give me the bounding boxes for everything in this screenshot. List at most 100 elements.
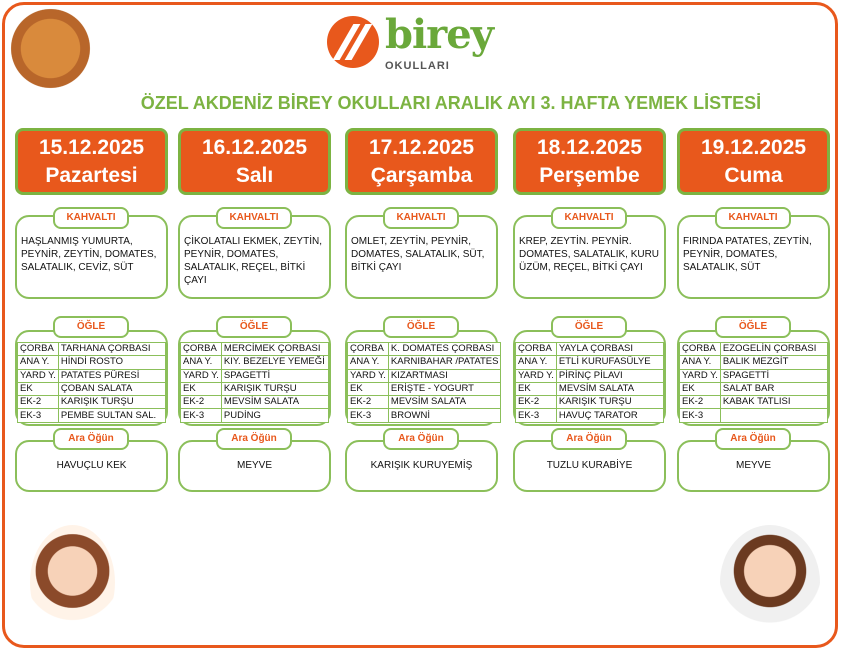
row-label: ÇORBA — [17, 341, 59, 357]
menu-row: YARD Y. PATATES PÜRESİ — [17, 368, 167, 383]
ara-ogun-tab: Ara Öğün — [715, 428, 791, 450]
row-value: ERİŞTE - YOGURT — [387, 381, 502, 397]
menu-row: ANA Y. HİNDİ ROSTO — [17, 355, 167, 370]
menu-row: ÇORBA MERCİMEK ÇORBASI — [180, 341, 330, 357]
menu-row: ÇORBA TARHANA ÇORBASI — [17, 341, 167, 357]
menu-row: ANA Y. KIY. BEZELYE YEMEĞİ — [180, 355, 330, 370]
girl-chef-mascot-image — [30, 525, 115, 640]
day-name: Pazartesi — [45, 164, 138, 187]
ogle-tab: ÖĞLE — [383, 316, 459, 338]
row-label: EK-3 — [17, 408, 59, 423]
date-header: 16.12.2025 Salı — [178, 128, 331, 195]
row-value — [719, 408, 829, 423]
row-value: YAYLA ÇORBASI — [555, 341, 665, 357]
menu-row: ANA Y. BALIK MEZGİT — [679, 355, 829, 370]
menu-row: EK-3 PUDİNG — [180, 408, 330, 423]
row-label: EK-2 — [347, 395, 389, 410]
row-label: YARD Y. — [347, 368, 389, 383]
row-value: BALIK MEZGİT — [719, 355, 829, 370]
page-title: ÖZEL AKDENİZ BİREY OKULLARI ARALIK AYI 3… — [140, 93, 762, 113]
menu-row: EK SALAT BAR — [679, 381, 829, 397]
day-name: Salı — [235, 164, 274, 187]
row-label: ÇORBA — [679, 341, 721, 357]
row-label: EK-2 — [679, 395, 721, 410]
date-text: 16.12.2025 — [201, 136, 308, 159]
menu-row: EK-3 PEMBE SULTAN SAL. — [17, 408, 167, 423]
row-label: EK-2 — [17, 395, 59, 410]
row-value: PATATES PÜRESİ — [57, 368, 167, 383]
kahvalti-tab: KAHVALTI — [551, 207, 627, 229]
row-label: EK — [347, 381, 389, 397]
row-value: MEVSİM SALATA — [220, 395, 330, 410]
menu-row: EK-3 BROWNİ — [347, 408, 502, 423]
menu-row: ÇORBA YAYLA ÇORBASI — [515, 341, 665, 357]
menu-row: ANA Y. ETLİ KURUFASÜLYE — [515, 355, 665, 370]
row-value: SALAT BAR — [719, 381, 829, 397]
row-label: EK — [679, 381, 721, 397]
row-value: HİNDİ ROSTO — [57, 355, 167, 370]
row-label: EK-3 — [679, 408, 721, 423]
row-label: ANA Y. — [347, 355, 389, 370]
menu-row: YARD Y. SPAGETTİ — [180, 368, 330, 383]
menu-row: EK MEVSİM SALATA — [515, 381, 665, 397]
ogle-table: ÇORBA YAYLA ÇORBASI ANA Y. ETLİ KURUFASÜLYE… — [515, 341, 665, 423]
row-value: KARIŞIK TURŞU — [555, 395, 665, 410]
ara-ogun-tab: Ara Öğün — [216, 428, 292, 450]
ara-ogun-tab: Ara Öğün — [383, 428, 459, 450]
row-value: ÇOBAN SALATA — [57, 381, 167, 397]
boy-chef-mascot-image — [720, 525, 820, 640]
row-label: ANA Y. — [180, 355, 222, 370]
date-text: 17.12.2025 — [368, 136, 475, 159]
menu-row: EK KARIŞIK TURŞU — [180, 381, 330, 397]
menu-row: EK-2 MEVSİM SALATA — [347, 395, 502, 410]
kahvalti-tab: KAHVALTI — [383, 207, 459, 229]
ogle-table: ÇORBA K. DOMATES ÇORBASI ANA Y. KARNIBAHAR … — [347, 341, 502, 423]
menu-row: EK-2 KABAK TATLISI — [679, 395, 829, 410]
row-label: ÇORBA — [347, 341, 389, 357]
ogle-table: ÇORBA TARHANA ÇORBASI ANA Y. HİNDİ ROSTO YAR… — [17, 341, 167, 423]
row-label: ANA Y. — [679, 355, 721, 370]
row-value: SPAGETTİ — [220, 368, 330, 383]
menu-row: EK-2 MEVSİM SALATA — [180, 395, 330, 410]
menu-row: ANA Y. KARNIBAHAR /PATATES — [347, 355, 502, 370]
ogle-tab: ÖĞLE — [715, 316, 791, 338]
row-label: ANA Y. — [17, 355, 59, 370]
ara-ogun-tab: Ara Öğün — [551, 428, 627, 450]
row-value: PEMBE SULTAN SAL. — [57, 408, 167, 423]
row-value: TARHANA ÇORBASI — [57, 341, 167, 357]
row-value: KARNIBAHAR /PATATES — [387, 355, 502, 370]
row-value: KARIŞIK TURŞU — [57, 395, 167, 410]
kahvalti-tab: KAHVALTI — [216, 207, 292, 229]
day-name: Çarşamba — [370, 164, 473, 187]
row-label: ÇORBA — [180, 341, 222, 357]
date-text: 18.12.2025 — [536, 136, 643, 159]
row-value: PUDİNG — [220, 408, 330, 423]
row-value: MERCİMEK ÇORBASI — [220, 341, 330, 357]
ogle-tab: ÖĞLE — [551, 316, 627, 338]
menu-row: EK-3 HAVUÇ TARATOR — [515, 408, 665, 423]
birey-logo-icon — [327, 15, 379, 68]
row-label: EK-2 — [515, 395, 557, 410]
row-value: MEVSİM SALATA — [555, 381, 665, 397]
row-label: EK-3 — [180, 408, 222, 423]
row-value: HAVUÇ TARATOR — [555, 408, 665, 423]
date-header: 18.12.2025 Perşembe — [513, 128, 666, 195]
day-name: Cuma — [724, 164, 783, 187]
day-name: Perşembe — [539, 164, 640, 187]
kahvalti-box: OMLET, ZEYTİN, PEYNİR, DOMATES, SALATALI… — [345, 215, 498, 299]
kahvalti-tab: KAHVALTI — [715, 207, 791, 229]
menu-row: ÇORBA K. DOMATES ÇORBASI — [347, 341, 502, 357]
row-value: KARIŞIK TURŞU — [220, 381, 330, 397]
date-text: 19.12.2025 — [700, 136, 807, 159]
row-label: EK-3 — [347, 408, 389, 423]
row-value: KABAK TATLISI — [719, 395, 829, 410]
date-header: 15.12.2025 Pazartesi — [15, 128, 168, 195]
row-value: MEVSİM SALATA — [387, 395, 502, 410]
ogle-box: ÇORBA YAYLA ÇORBASI ANA Y. ETLİ KURUFASÜLYE… — [513, 330, 666, 426]
ogle-tab: ÖĞLE — [53, 316, 129, 338]
row-label: ÇORBA — [515, 341, 557, 357]
row-label: EK-3 — [515, 408, 557, 423]
logo-brand: birey — [385, 11, 494, 58]
row-label: EK — [17, 381, 59, 397]
